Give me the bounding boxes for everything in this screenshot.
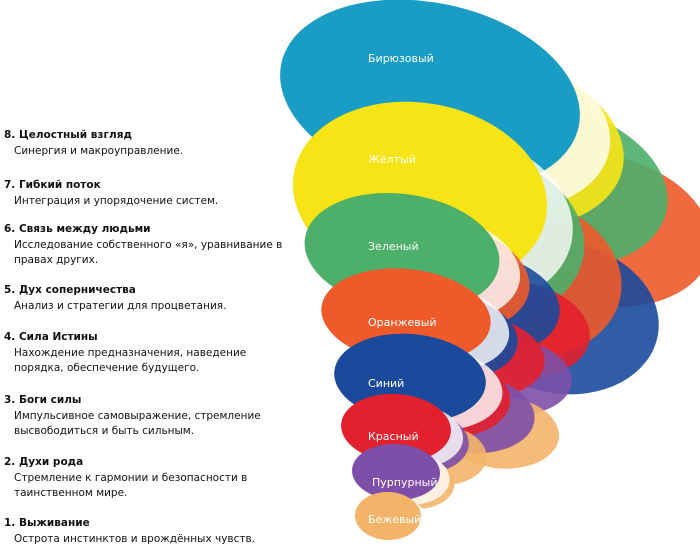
level-heading: 4. Сила Истины: [4, 331, 98, 343]
level-item: 3. Боги силы Импульсивное самовыражение, …: [4, 393, 294, 440]
level-item: 4. Сила Истины Нахождение предназначения,…: [4, 330, 294, 377]
level-description: Острота инстинктов и врождённых чувств.: [14, 532, 256, 545]
color-label: Оранжевый: [368, 316, 437, 329]
level-description: Интеграция и упорядочение систем.: [14, 194, 219, 207]
color-label: Красный: [368, 430, 419, 443]
color-label: Пурпурный: [372, 476, 438, 489]
spiral-face-3: [341, 393, 451, 463]
color-label: Зеленый: [368, 240, 419, 253]
color-label: Бирюзовый: [368, 52, 434, 65]
level-heading: 6. Связь между людьми: [4, 223, 151, 235]
level-item: 6. Связь между людьми Исследование собств…: [4, 222, 294, 269]
color-label: Жёлтый: [368, 153, 416, 166]
level-heading: 5. Дух соперничества: [4, 284, 136, 296]
level-heading: 8. Целостный взгляд: [4, 129, 132, 141]
color-label: Синий: [368, 377, 405, 390]
level-description: Нахождение предназначения, наведение пор…: [14, 346, 247, 375]
level-heading: 7. Гибкий поток: [4, 179, 101, 191]
level-item: 7. Гибкий поток Интеграция и упорядочение…: [4, 178, 294, 209]
level-item: 5. Дух соперничества Анализ и стратегии д…: [4, 283, 294, 314]
level-heading: 1. Выживание: [4, 517, 90, 529]
spiral-face-1: [355, 491, 421, 541]
level-heading: 3. Боги силы: [4, 394, 82, 406]
level-item: 8. Целостный взгляд Синергия и макроуправ…: [4, 128, 294, 159]
level-heading: 2. Духи рода: [4, 456, 84, 468]
level-description: Исследование собственного «я», уравниван…: [14, 238, 283, 267]
level-description: Синергия и макроуправление.: [14, 144, 184, 157]
level-description: Импульсивное самовыражение, стремление в…: [14, 409, 261, 438]
level-item: 2. Духи рода Стремление к гармонии и безо…: [4, 455, 294, 502]
spiral-face-5: [321, 268, 491, 364]
color-label: Бежевый: [368, 513, 422, 526]
level-item: 1. Выживание Острота инстинктов и врождён…: [4, 516, 294, 547]
level-description: Стремление к гармонии и безопасности в т…: [14, 471, 248, 500]
spiral-face-2: [352, 443, 440, 501]
level-description: Анализ и стратегии для процветания.: [14, 299, 227, 312]
